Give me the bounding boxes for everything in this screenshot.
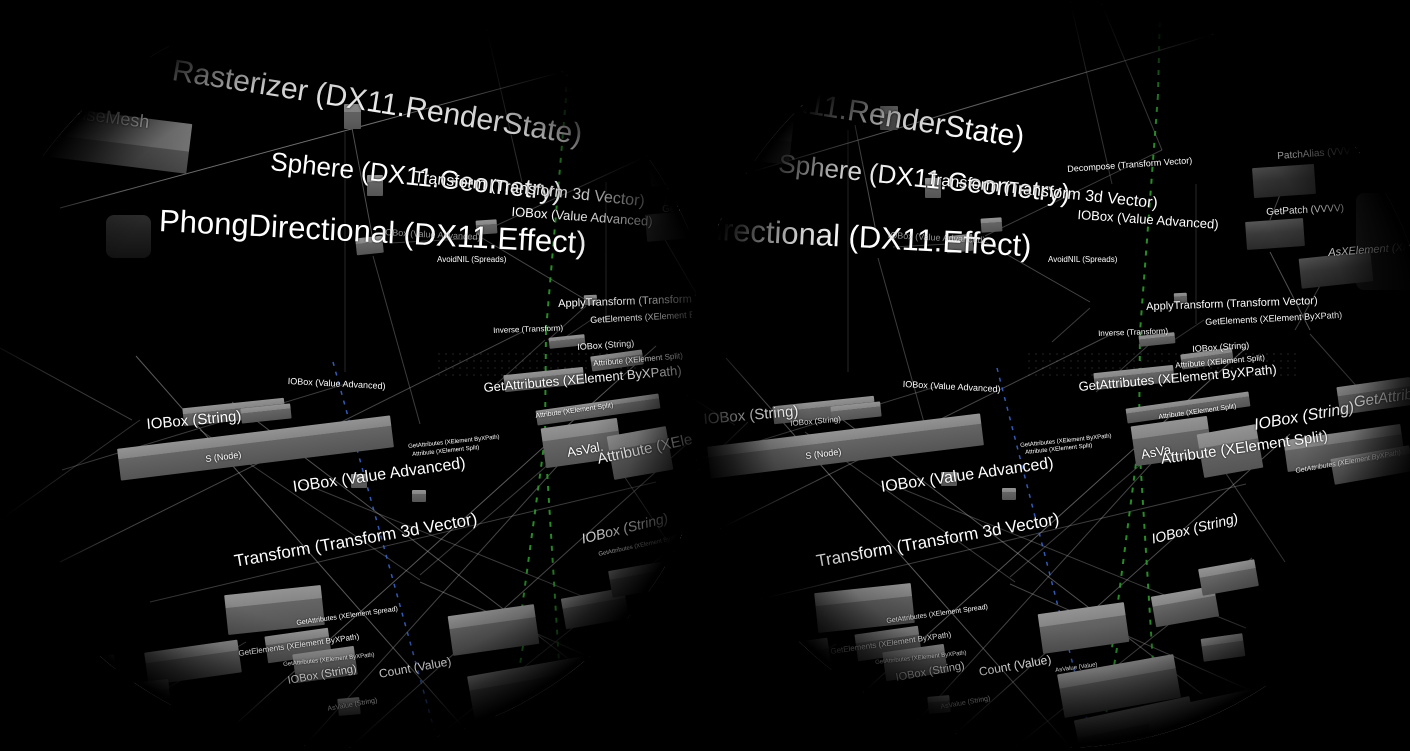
wire [0, 347, 133, 421]
node-label: AvoidNIL (Spreads) [437, 255, 507, 264]
node-box[interactable] [412, 490, 426, 502]
node-box[interactable] [1245, 218, 1305, 250]
node-box[interactable] [106, 215, 151, 258]
left-eye-viewport[interactable]: Rasterizer (DX11.RenderState) ouseMesh Sph… [0, 2, 718, 748]
wire [372, 255, 421, 425]
wire [1154, 2, 1410, 93]
wire [1051, 307, 1091, 343]
node-box[interactable] [1002, 488, 1016, 500]
wire [1100, 2, 1163, 151]
wire [598, 2, 661, 151]
wire-green [1157, 9, 1161, 96]
wire [739, 483, 1247, 605]
node-box[interactable] [1252, 163, 1316, 199]
node-label: AvoidNIL (Spreads) [1048, 255, 1118, 264]
wire [1069, 2, 1113, 185]
wire [877, 257, 926, 427]
right-eye-viewport[interactable]: Rasterizer (DX11.RenderState) Sphere (DX1… [687, 2, 1410, 748]
wire [149, 481, 657, 603]
wire [1309, 333, 1361, 391]
wire [1173, 319, 1205, 341]
wire-green [1138, 439, 1154, 665]
wire-green [565, 14, 569, 99]
